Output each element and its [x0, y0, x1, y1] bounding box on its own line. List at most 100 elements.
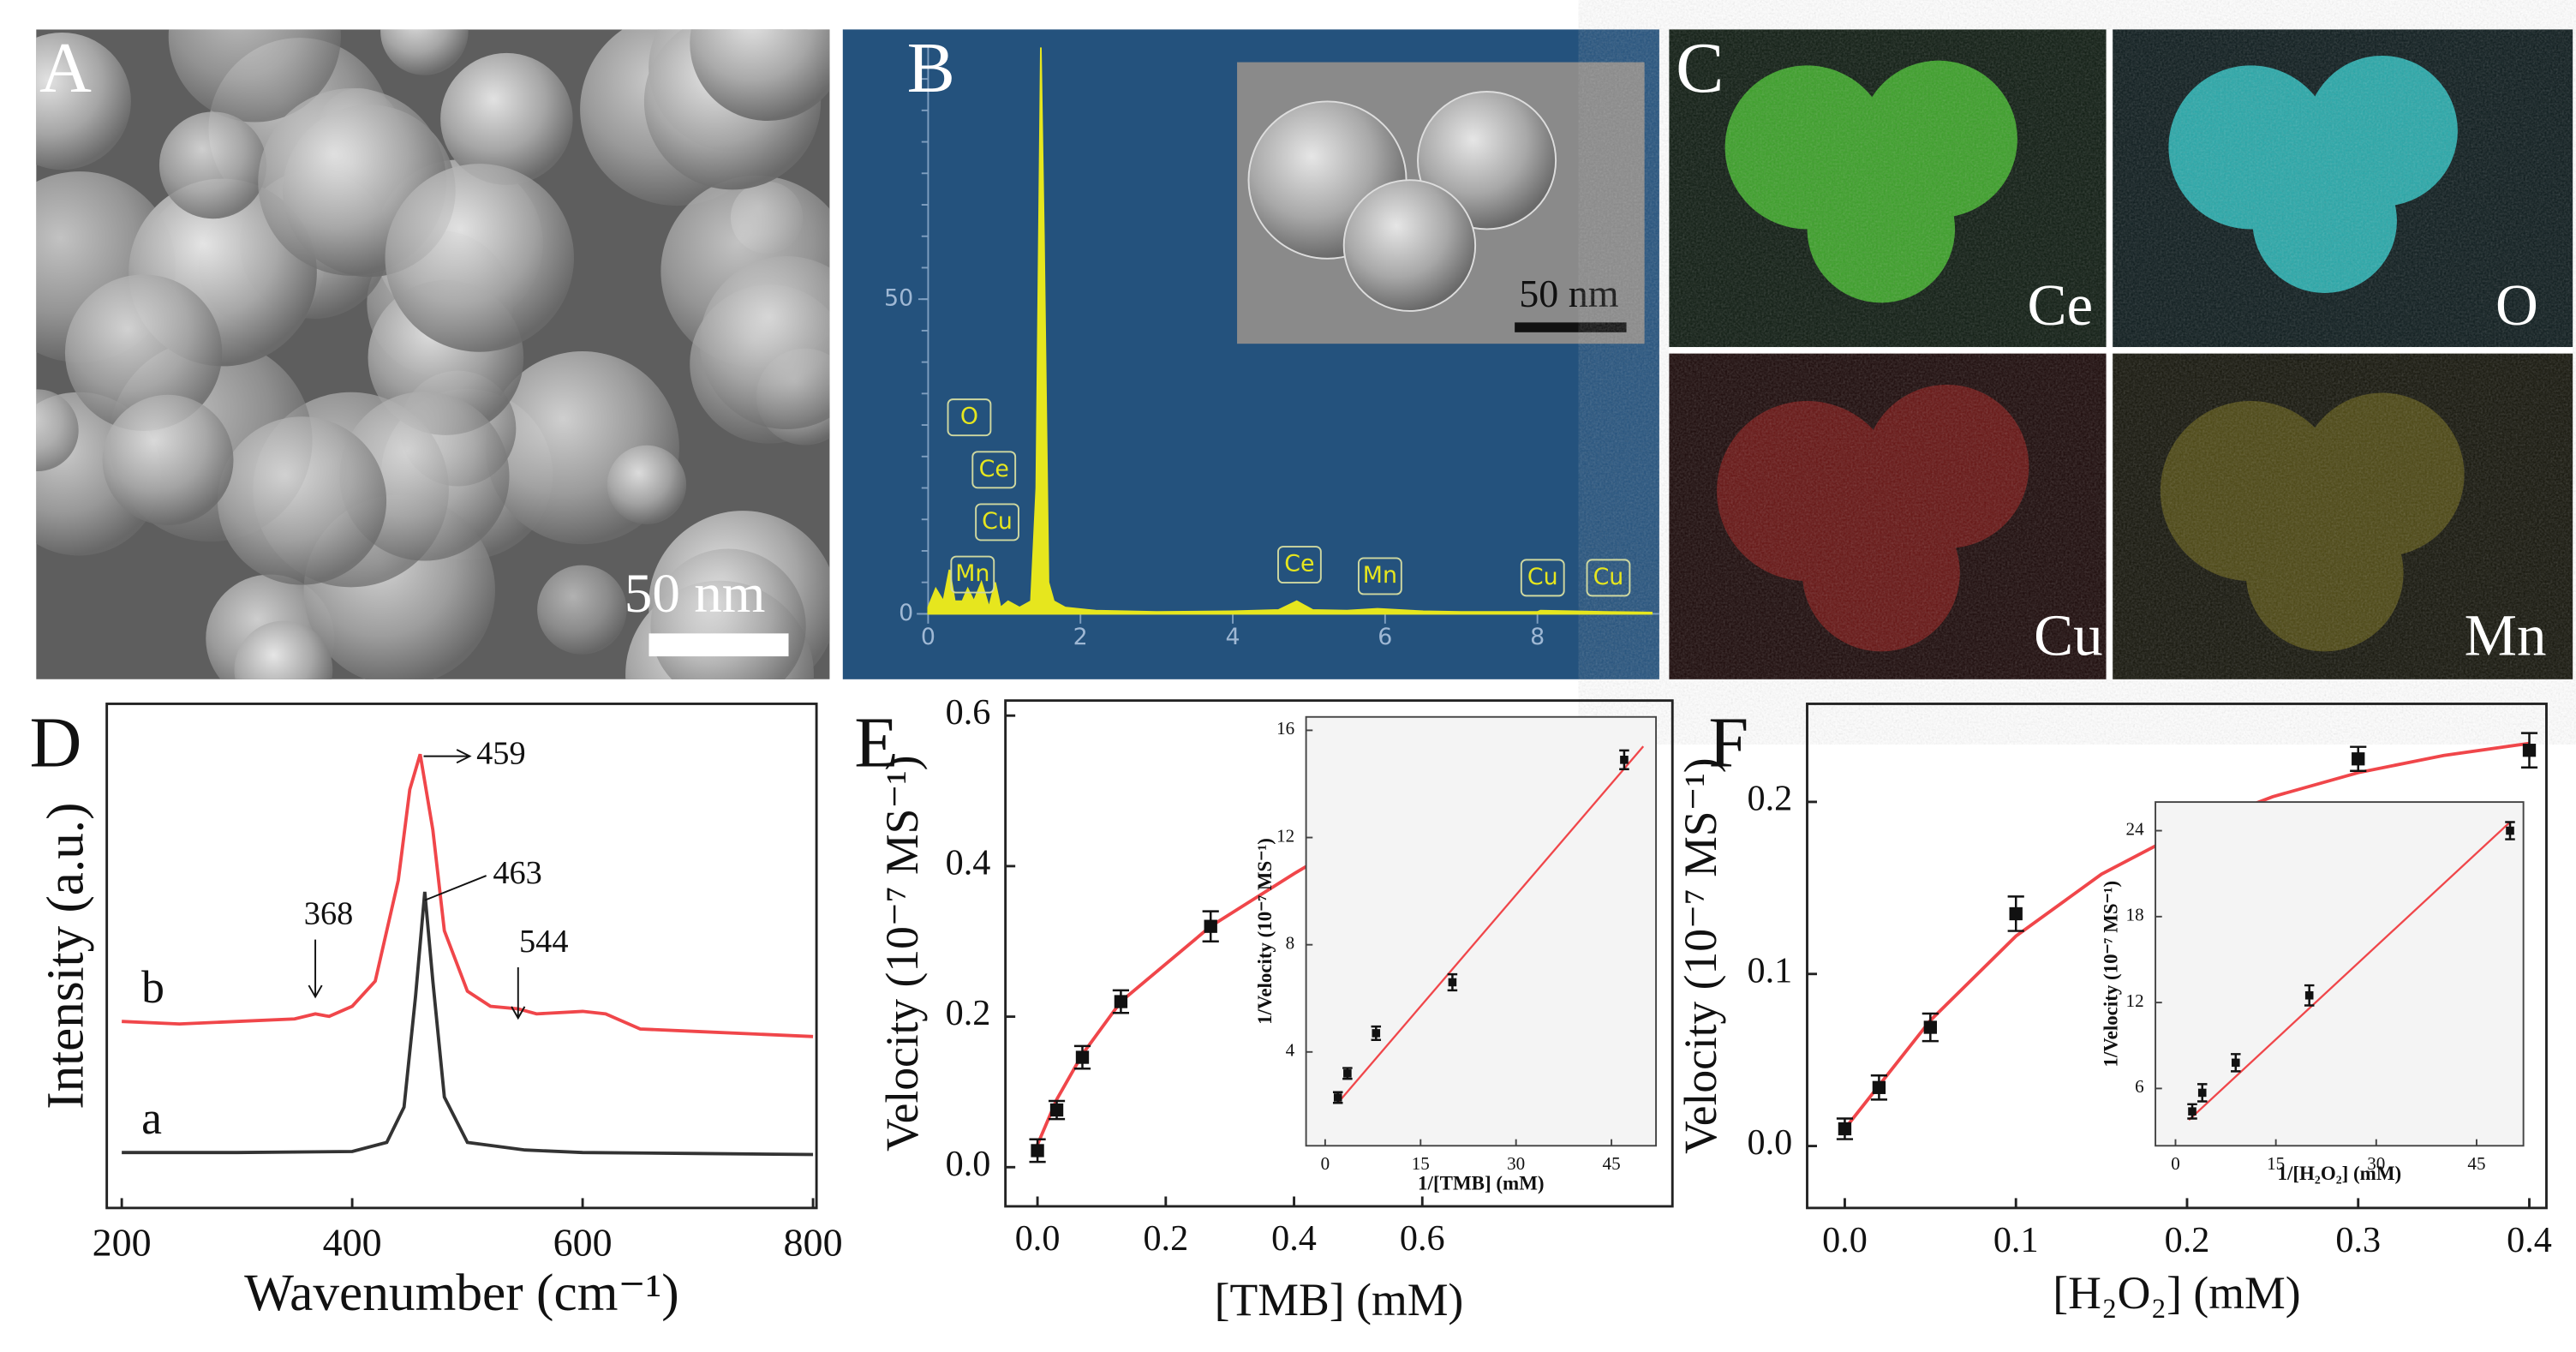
panel-label: B: [907, 28, 955, 108]
point: [1333, 1093, 1342, 1102]
peak-label-box: [947, 398, 992, 437]
point: [1923, 1020, 1938, 1034]
x-tick-label: 0.4: [2507, 1220, 2552, 1260]
y-tick-label: 0.2: [946, 993, 991, 1033]
particle: [607, 445, 687, 524]
x-tick-label: 0: [2171, 1153, 2180, 1174]
panel-label: C: [1676, 28, 1724, 108]
panel-label: E: [854, 703, 899, 782]
particle: [690, 29, 830, 121]
peak-label: O: [960, 404, 978, 430]
x-axis-label: [TMB] (mM): [1215, 1274, 1464, 1325]
point: [2506, 826, 2514, 835]
particle: [168, 29, 341, 123]
y-axis-label: 1/Velocity (10⁻⁷ MS⁻¹): [2100, 881, 2121, 1068]
x-tick-label: 15: [1412, 1153, 1430, 1174]
x-tick-label: 0: [921, 624, 935, 650]
x-tick-label: 30: [1507, 1153, 1525, 1174]
point: [1620, 756, 1629, 764]
peak-label-box: [1277, 546, 1322, 584]
peak-label-box: [1520, 559, 1565, 597]
point: [2188, 1107, 2196, 1116]
annotation: 368: [304, 896, 354, 932]
x-tick-label: 4: [1226, 624, 1240, 650]
y-tick-label: 0.2: [1748, 779, 1793, 819]
y-tick-label: 0.6: [946, 692, 991, 733]
particle: [64, 274, 223, 432]
y-tick-label: 0.1: [1748, 950, 1793, 990]
map-label: O: [2495, 272, 2538, 338]
scale-bar: [648, 633, 789, 657]
x-tick-label: 200: [93, 1221, 152, 1265]
map-label: Ce: [2028, 272, 2094, 338]
peak-label: Ce: [1284, 551, 1314, 577]
x-tick-label: 0.2: [2165, 1220, 2210, 1260]
point: [2197, 1088, 2207, 1098]
y-tick-label: 0: [899, 600, 913, 626]
element-maps: [1669, 29, 2573, 679]
x-tick-label: 400: [323, 1221, 382, 1265]
x-tick-label: 0.1: [1993, 1220, 2039, 1260]
eds-panel: 50 nm: [842, 29, 1659, 679]
map-label: Cu: [2034, 603, 2103, 668]
y-tick-label: 18: [2126, 905, 2144, 925]
annotation-arrow: [308, 939, 323, 999]
x-tick-label: 0.0: [1015, 1218, 1061, 1259]
y-axis-label: Intensity (a.u.): [36, 803, 94, 1110]
point: [1448, 978, 1457, 987]
point: [1049, 1103, 1064, 1117]
peak-label: Cu: [1593, 564, 1624, 590]
x-tick-label: 45: [1603, 1153, 1621, 1174]
x-tick-label: 30: [2367, 1153, 2385, 1174]
y-tick-label: 0.4: [946, 843, 991, 883]
x-tick-label: 0.3: [2335, 1220, 2381, 1260]
particle: [36, 32, 131, 170]
peak-label-box: [971, 451, 1017, 489]
particle: [385, 164, 574, 352]
x-tick-label: 0.6: [1400, 1218, 1445, 1259]
peak-label: Ce: [979, 456, 1009, 482]
annotation-arrow: [423, 749, 472, 764]
plot-frame: [1305, 715, 1658, 1147]
peak-label: Mn: [1363, 562, 1397, 589]
particle: [537, 565, 627, 655]
x-axis-label: Wavenumber (cm⁻¹): [244, 1264, 679, 1322]
line: [2188, 821, 2511, 1122]
point: [2009, 906, 2023, 921]
scale-bar-label: 50 nm: [1519, 272, 1618, 315]
x-tick-label: 0.4: [1271, 1218, 1317, 1259]
particle: [217, 416, 387, 585]
y-tick-label: 12: [1276, 825, 1294, 846]
line: [1336, 745, 1645, 1104]
x-tick-label: 15: [2267, 1153, 2285, 1174]
point: [1204, 919, 1217, 933]
x-tick-label: 8: [1530, 624, 1545, 650]
point: [1838, 1122, 1852, 1136]
panel-label: D: [30, 703, 82, 782]
point: [2522, 744, 2537, 757]
plot-frame: [105, 703, 818, 1210]
peak-label: Cu: [982, 508, 1013, 535]
y-tick-label: 8: [1286, 933, 1295, 954]
x-tick-label: 0.0: [1822, 1220, 1868, 1260]
particle: [158, 111, 267, 219]
x-axis-label: 1/[TMB] (mM): [1418, 1172, 1545, 1193]
scale-bar-label: 50 nm: [625, 563, 766, 625]
point: [1872, 1080, 1886, 1094]
y-tick-label: 4: [1286, 1040, 1295, 1061]
point: [1343, 1069, 1352, 1078]
annotation-arrow: [511, 967, 526, 1020]
particle: [440, 52, 573, 185]
y-tick-label: 16: [1276, 718, 1294, 739]
y-tick-label: 6: [2135, 1076, 2144, 1097]
point: [1372, 1029, 1381, 1038]
peak-label-box: [975, 503, 1019, 541]
x-axis-label: 1/[H₂O₂] (mM): [2277, 1163, 2401, 1184]
peak-label-box: [1358, 557, 1402, 595]
line: [122, 891, 814, 1157]
series-label: b: [141, 961, 164, 1013]
line: [122, 753, 814, 1038]
y-tick-label: 24: [2126, 818, 2145, 839]
peak-label: Mn: [955, 560, 989, 587]
